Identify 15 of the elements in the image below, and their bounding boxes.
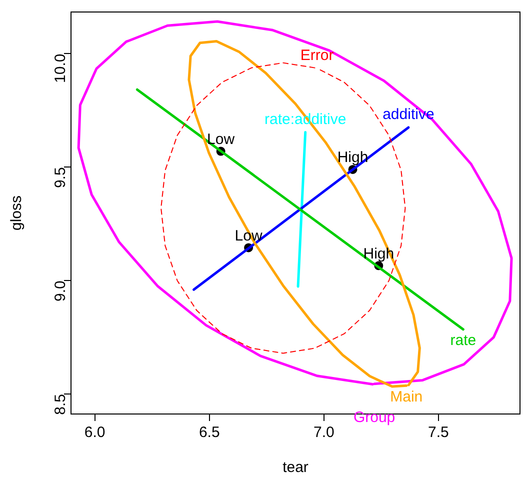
x-tick-label: 6.5	[198, 424, 220, 442]
y-tick-label: 9.5	[52, 167, 70, 188]
annotation: Low	[207, 130, 235, 148]
x-tick-label: 6.0	[84, 424, 106, 442]
annotation: High	[337, 149, 368, 166]
series-label: Main	[390, 388, 423, 406]
x-axis-title: tear	[282, 459, 308, 476]
y-axis-title: gloss	[8, 195, 26, 231]
series-label: rate	[450, 332, 476, 350]
y-tick-label: 9.0	[52, 280, 70, 302]
x-tick-label: 7.5	[428, 424, 449, 442]
y-tick-label: 10.0	[52, 54, 70, 83]
x-tick-label: 7.0	[313, 424, 334, 442]
y-tick-label: 8.5	[52, 394, 70, 415]
series-label: Error	[300, 46, 334, 64]
